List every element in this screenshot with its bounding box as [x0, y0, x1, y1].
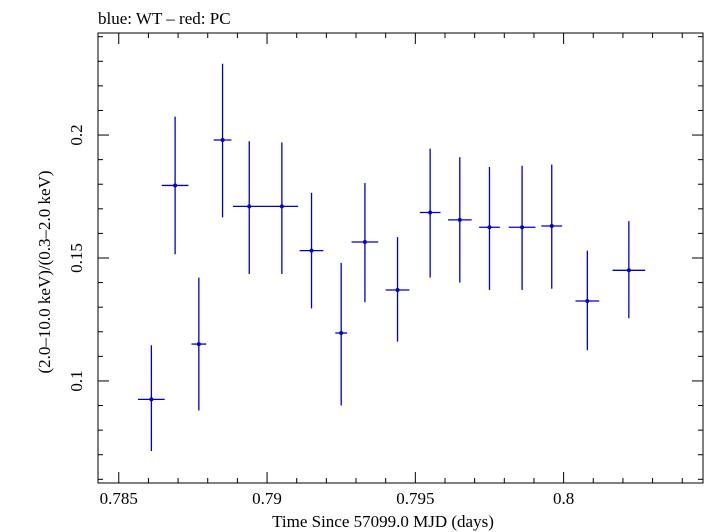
point-marker [585, 299, 590, 304]
x-tick-label: 0.79 [252, 489, 282, 508]
data-point [508, 165, 536, 290]
y-tick-label: 0.2 [67, 124, 86, 145]
point-marker [196, 342, 201, 347]
point-marker [520, 225, 525, 230]
point-marker [549, 224, 554, 229]
point-marker [247, 204, 252, 209]
point-marker [362, 240, 367, 245]
y-tick-label: 0.15 [67, 243, 86, 273]
point-marker [487, 225, 492, 230]
x-tick-labels: 0.785 0.79 0.795 0.8 [100, 489, 575, 508]
data-point [335, 262, 348, 406]
point-marker [428, 210, 433, 215]
y-tick-labels: 0.1 0.15 0.2 [67, 124, 86, 391]
point-marker [279, 204, 284, 209]
data-point [191, 277, 207, 411]
x-tick-label: 0.785 [100, 489, 138, 508]
data-point [213, 63, 232, 218]
point-marker [339, 331, 344, 335]
data-point [419, 148, 441, 278]
x-tick-label: 0.8 [553, 489, 574, 508]
data-point [447, 157, 472, 283]
point-marker [149, 397, 154, 402]
y-tick-label: 0.1 [67, 370, 86, 391]
point-marker [626, 268, 631, 273]
point-marker [173, 183, 178, 188]
data-point [385, 237, 410, 342]
y-axis-label: (2.0–10.0 keV)/(0.3–2.0 keV) [35, 170, 54, 373]
plot-frame [97, 32, 704, 484]
data-point [232, 141, 266, 274]
axis-ticks [98, 33, 703, 483]
point-marker [309, 248, 314, 253]
x-tick-label: 0.795 [396, 489, 434, 508]
point-marker [395, 287, 400, 292]
data-point [541, 164, 563, 289]
data-point [479, 167, 500, 290]
data-point [265, 142, 299, 274]
data-points [138, 63, 646, 452]
chart-title: blue: WT – red: PC [98, 9, 231, 28]
point-marker [457, 217, 462, 222]
data-point [575, 250, 600, 351]
data-point [161, 116, 189, 255]
data-point [299, 192, 324, 309]
data-point [351, 183, 379, 303]
x-axis-label: Time Since 57099.0 MJD (days) [272, 512, 494, 531]
data-point [612, 221, 646, 319]
data-point [138, 345, 165, 452]
point-marker [220, 137, 225, 142]
